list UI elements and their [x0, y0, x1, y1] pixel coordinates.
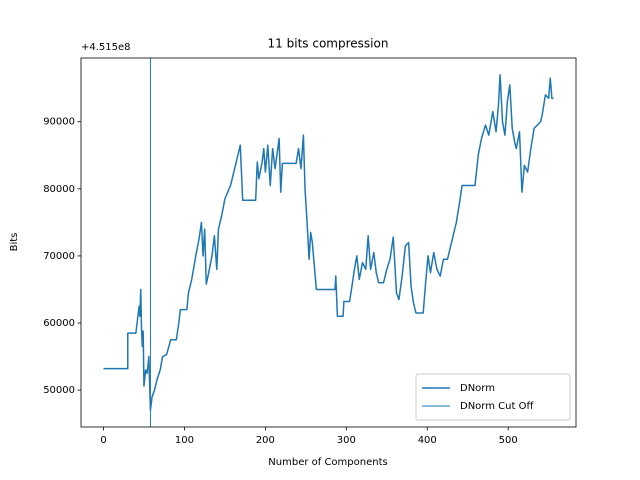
y-tick-label: 80000: [43, 184, 75, 195]
data-line: [103, 74, 554, 411]
chart-title: 11 bits compression: [268, 37, 389, 51]
x-tick-label: 100: [175, 435, 194, 446]
x-axis-label: Number of Components: [268, 457, 387, 468]
x-tick-label: 300: [337, 435, 356, 446]
offset-text: +4.515e8: [81, 42, 131, 53]
y-tick-label: 70000: [43, 251, 75, 262]
y-tick-label: 50000: [43, 385, 75, 396]
y-tick-label: 60000: [43, 318, 75, 329]
legend-box: [415, 373, 571, 421]
y-tick-label: 90000: [43, 117, 75, 128]
x-tick-label: 0: [100, 435, 106, 446]
legend-label: DNorm Cut Off: [460, 401, 534, 412]
x-tick-label: 400: [418, 435, 437, 446]
x-tick-label: 200: [256, 435, 275, 446]
axes-frame: [80, 57, 577, 428]
y-axis-label: Bits: [9, 233, 20, 252]
legend-label: DNorm: [460, 383, 495, 394]
x-tick-label: 500: [499, 435, 518, 446]
